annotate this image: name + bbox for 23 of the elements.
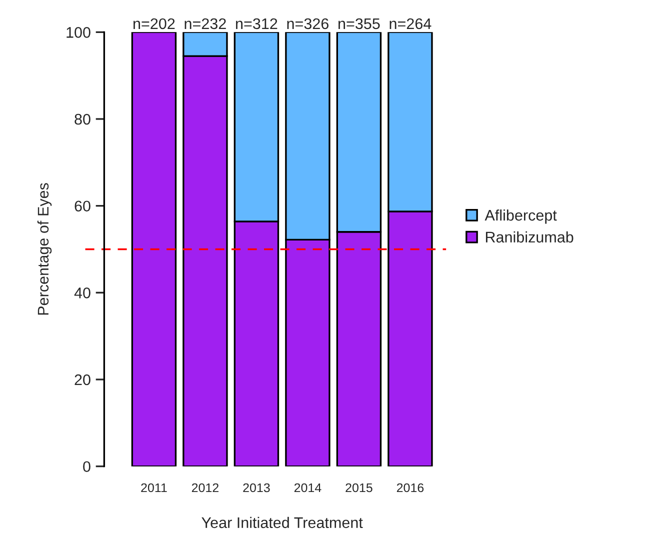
y-tick-label: 60	[74, 200, 90, 212]
annotation: n=264	[390, 18, 432, 30]
y-tick-label: 40	[74, 288, 90, 298]
annotation: n=355	[338, 18, 380, 30]
legend-label: Ranibizumab	[486, 231, 574, 243]
legend-label: Aflibercept	[484, 209, 557, 224]
x-tick-label: 2012	[192, 483, 218, 492]
bar	[131, 32, 177, 466]
y-tick-label: 100	[66, 27, 90, 38]
y-tick-label: 20	[74, 374, 90, 386]
x-tick-label: 2015	[346, 483, 372, 492]
annotation: n=312	[236, 18, 278, 30]
annotation: n=326	[287, 18, 328, 30]
annotation: n=232	[184, 18, 226, 30]
x-tick-label: 2016	[396, 483, 424, 492]
y-axis-title: Percentage of Eyes	[37, 183, 52, 315]
x-axis-title: Year Initiated Treatment	[202, 516, 363, 528]
y-tick-label: 0	[83, 461, 90, 472]
x-tick-label: 2011	[141, 483, 167, 492]
x-tick-label: 2014	[294, 483, 322, 492]
x-tick-label: 2013	[243, 483, 270, 492]
y-tick-label: 80	[74, 114, 90, 125]
annotation: n=202	[134, 18, 175, 30]
